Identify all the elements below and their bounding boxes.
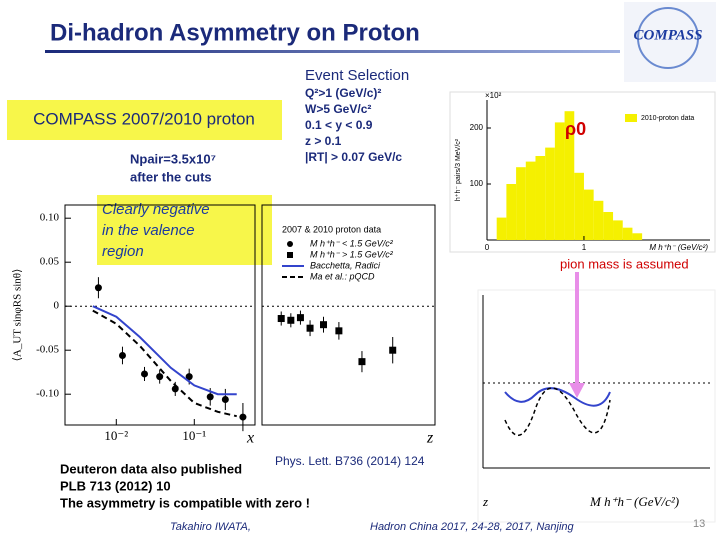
data-point	[141, 370, 149, 378]
data-point	[206, 393, 214, 401]
hist-bar	[545, 147, 555, 240]
logo-ring	[637, 7, 699, 69]
hist-bar	[593, 200, 604, 240]
hist-bar	[496, 217, 507, 240]
panel-frame	[261, 204, 436, 426]
event: Hadron China 2017, 24-28, 2017, Nanjing	[370, 521, 575, 533]
deuteron-text: The asymmetry is compatible with zero !	[60, 495, 310, 510]
x-label: x	[246, 430, 254, 447]
arrow-head	[569, 383, 585, 398]
hist-bar	[525, 161, 536, 240]
y-tick-label: -0.05	[36, 344, 59, 356]
legend-entry: 2010-proton data	[641, 115, 694, 122]
logo-text: COMPASS	[634, 27, 703, 43]
x-label: M h⁺h⁻ (GeV/c²)	[589, 494, 679, 509]
legend-marker	[287, 252, 293, 258]
data-point	[287, 316, 295, 324]
dataset: COMPASS 2007/2010 proton	[33, 109, 255, 128]
callout-text: region	[102, 243, 144, 260]
hist-bar	[603, 212, 614, 240]
hist-bar	[632, 233, 643, 240]
note: pion mass is assumed	[560, 256, 689, 271]
hist-bar	[583, 189, 594, 240]
callout-text: Clearly negative	[102, 201, 210, 218]
hist-bar	[516, 167, 526, 240]
data-point	[389, 346, 397, 354]
cut: z > 0.1	[305, 134, 342, 148]
logo: COMPASS	[624, 2, 716, 82]
y-tick-label: 0.05	[40, 256, 60, 268]
annotation: ρ0	[565, 119, 586, 139]
page-number: 13	[693, 518, 705, 530]
legend-swatch	[625, 114, 637, 122]
author: Takahiro IWATA,	[170, 521, 251, 533]
legend-entry: Bacchetta, Radici	[310, 260, 381, 270]
y-scale: ×10²	[485, 91, 502, 100]
x-label: z	[482, 494, 488, 509]
data-point	[296, 314, 304, 322]
model-curve	[92, 309, 237, 418]
y-tick-label: 100	[470, 179, 484, 188]
x-label: z	[426, 430, 434, 447]
hist-bar	[613, 220, 623, 240]
data-point	[185, 373, 193, 381]
legend-title: 2007 & 2010 proton data	[282, 224, 381, 234]
npair: Npair=3.5x10⁷	[130, 151, 216, 166]
hist-bar	[506, 184, 517, 240]
title-underline	[45, 50, 620, 53]
legend-entry: M h⁺h⁻ < 1.5 GeV/c²	[310, 238, 394, 248]
data-point	[239, 413, 247, 421]
deuteron-text: PLB 713 (2012) 10	[60, 478, 171, 493]
y-label: h⁺h⁻ pairs/3 MeV/c²	[455, 138, 462, 201]
legend-entry: Ma et al.: pQCD	[310, 271, 375, 281]
hist-bar	[554, 122, 565, 240]
cut: Q²>1 (GeV/c)²	[305, 86, 381, 100]
data-point	[221, 395, 229, 403]
model-curve	[92, 305, 237, 396]
data-point	[320, 321, 328, 329]
cut: |RT| > 0.07 GeV/c	[305, 150, 402, 164]
data-point	[118, 351, 126, 359]
x-tick-label: 0	[485, 243, 490, 252]
x-tick-label: 10⁻¹	[182, 428, 206, 443]
data-point	[335, 327, 343, 335]
right-plot: z M h⁺h⁻ (GeV/c²)	[482, 295, 710, 509]
deuteron-text: Deuteron data also published	[60, 461, 242, 476]
data-point	[277, 315, 285, 323]
data-point	[358, 358, 366, 366]
y-label: ⟨A_UT sinφRS sinθ⟩	[12, 269, 24, 362]
selection-heading: Event Selection	[305, 67, 409, 84]
data-point	[94, 284, 102, 292]
curve	[504, 387, 611, 437]
cut: W>5 GeV/c²	[305, 102, 371, 116]
curve	[504, 387, 611, 407]
y-tick-label: 200	[470, 123, 484, 132]
y-tick-label: 0	[54, 300, 60, 312]
data-point	[156, 373, 164, 381]
hist-bar	[564, 111, 575, 240]
cut: 0.1 < y < 0.9	[305, 118, 373, 132]
after-cuts: after the cuts	[130, 169, 212, 184]
reference: Phys. Lett. B736 (2014) 124	[275, 454, 425, 468]
dataset-box	[7, 100, 282, 140]
y-tick-label: 0.10	[40, 212, 60, 224]
x-label: M h⁺h⁻ (GeV/c²)	[649, 243, 708, 252]
legend-entry: M h⁺h⁻ > 1.5 GeV/c²	[310, 249, 394, 259]
legend-marker	[287, 241, 293, 247]
data-point	[306, 324, 314, 332]
hist-bar	[622, 227, 633, 240]
callout-box	[97, 195, 272, 265]
x-tick-label: 10⁻²	[104, 428, 128, 443]
panel-frame	[64, 204, 256, 426]
y-tick-label: -0.10	[36, 388, 59, 400]
title: Di-hadron Asymmetry on Proton	[50, 19, 420, 46]
hist-bar	[535, 156, 546, 240]
x-tick-label: 1	[582, 243, 587, 252]
hist-bar	[574, 172, 584, 240]
callout-text: in the valence	[102, 222, 195, 239]
